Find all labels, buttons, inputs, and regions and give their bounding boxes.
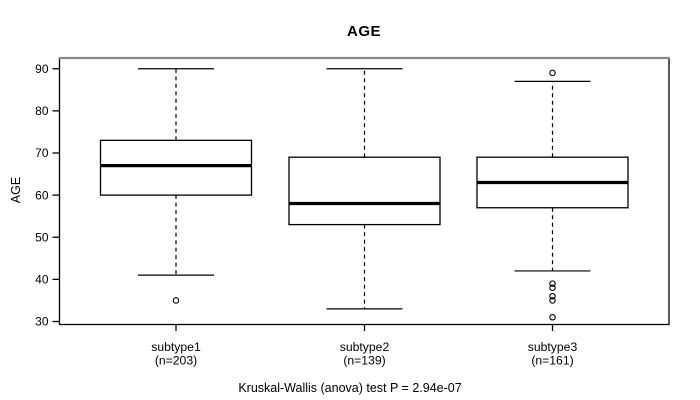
iqr-box [99,139,253,196]
outlier-point [549,292,556,300]
outlier-point [549,280,556,287]
x-axis-count-label: (n=203) [155,354,197,368]
outlier-point [549,69,556,77]
stats-caption: Kruskal-Wallis (anova) test P = 2.94e-07 [238,381,462,395]
outlier-point [549,284,556,292]
y-tick-label: 30 [35,315,49,329]
x-axis-group-label: subtype2 [340,340,390,354]
y-tick-label: 60 [35,188,49,202]
y-tick-label: 80 [35,104,49,118]
y-tick-label: 70 [35,146,49,160]
x-axis-count-label: (n=139) [343,354,385,368]
y-tick-label: 50 [35,230,49,244]
x-axis-group-label: subtype3 [528,340,578,354]
x-axis-group-label: subtype1 [151,340,201,354]
chart-title: AGE [346,23,381,40]
outlier-point [549,314,556,321]
outlier-point [172,297,180,304]
outlier-point [549,297,556,304]
y-tick-label: 40 [35,273,49,287]
x-axis-count-label: (n=161) [531,354,573,368]
iqr-box [288,156,441,226]
y-tick-label: 90 [35,62,49,76]
